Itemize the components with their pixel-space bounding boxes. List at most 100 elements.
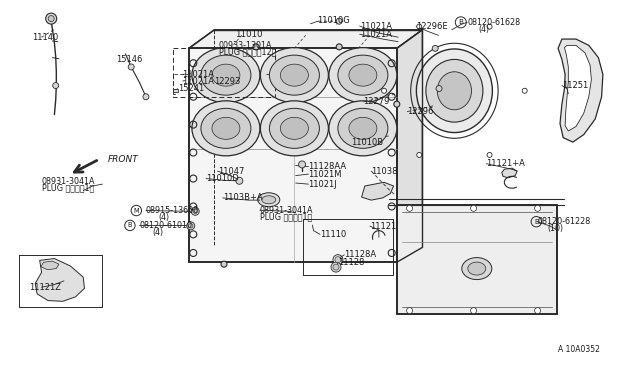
Text: 11021A: 11021A (360, 22, 392, 31)
Circle shape (236, 177, 243, 184)
Ellipse shape (260, 48, 328, 103)
Polygon shape (35, 259, 84, 301)
Polygon shape (173, 89, 178, 92)
Text: 15241: 15241 (178, 84, 204, 93)
Ellipse shape (437, 72, 472, 110)
Text: 11021A: 11021A (360, 30, 392, 39)
Circle shape (522, 88, 527, 93)
Circle shape (417, 24, 422, 29)
Circle shape (187, 222, 195, 230)
Text: 08120-61010: 08120-61010 (140, 221, 193, 230)
Circle shape (381, 88, 387, 93)
Text: PLUG プラグ（1）: PLUG プラグ（1） (260, 213, 312, 222)
Circle shape (45, 13, 57, 24)
Circle shape (191, 207, 199, 215)
Ellipse shape (201, 55, 251, 95)
Circle shape (417, 153, 422, 157)
Text: 11128: 11128 (338, 258, 364, 267)
Text: 11251: 11251 (562, 81, 588, 90)
Text: PLUG プラグ（12）: PLUG プラグ（12） (219, 48, 276, 57)
Circle shape (189, 224, 193, 228)
Ellipse shape (212, 64, 240, 86)
Text: 11021J: 11021J (308, 180, 337, 189)
Polygon shape (397, 30, 422, 262)
Polygon shape (189, 48, 397, 262)
Text: B: B (534, 219, 539, 225)
Circle shape (336, 18, 342, 24)
Text: 12296E: 12296E (416, 22, 447, 31)
Circle shape (143, 94, 149, 100)
Ellipse shape (260, 101, 328, 156)
Text: 11010B: 11010B (351, 138, 383, 147)
Circle shape (335, 257, 341, 263)
Circle shape (331, 262, 341, 272)
Ellipse shape (329, 101, 397, 156)
Text: FRONT: FRONT (108, 155, 138, 164)
Text: PLUG プラグ（1）: PLUG プラグ（1） (42, 184, 94, 193)
Text: 11038: 11038 (371, 167, 397, 176)
Circle shape (534, 205, 541, 211)
Text: 11010D: 11010D (206, 174, 239, 183)
Text: B: B (458, 19, 463, 25)
Circle shape (470, 205, 477, 211)
Text: 11140: 11140 (32, 33, 58, 42)
Text: 1103B+A: 1103B+A (223, 193, 262, 202)
Circle shape (333, 255, 343, 264)
Circle shape (406, 308, 413, 314)
Ellipse shape (280, 117, 308, 140)
Text: B: B (127, 222, 132, 228)
Text: 11021M: 11021M (308, 170, 342, 179)
Text: 08120-61228: 08120-61228 (538, 217, 591, 226)
Ellipse shape (201, 108, 251, 148)
Text: 11047: 11047 (218, 167, 244, 176)
Polygon shape (558, 39, 603, 142)
Text: 08931-3041A: 08931-3041A (260, 206, 314, 215)
Ellipse shape (338, 108, 388, 148)
Circle shape (299, 161, 305, 168)
Ellipse shape (280, 64, 308, 86)
Ellipse shape (258, 193, 280, 207)
Text: 11010: 11010 (235, 30, 262, 39)
Circle shape (52, 83, 59, 89)
Text: 11121: 11121 (370, 222, 396, 231)
Circle shape (128, 64, 134, 70)
Circle shape (48, 16, 54, 22)
Text: 11021A: 11021A (182, 70, 214, 79)
Text: 08915-13600: 08915-13600 (146, 206, 199, 215)
Ellipse shape (468, 262, 486, 275)
Polygon shape (362, 182, 394, 200)
Text: 00933-1301A: 00933-1301A (219, 41, 273, 50)
Text: 08931-3041A: 08931-3041A (42, 177, 95, 186)
Text: 15146: 15146 (116, 55, 143, 64)
Ellipse shape (329, 48, 397, 103)
Polygon shape (189, 30, 422, 48)
Text: 11121Z: 11121Z (29, 283, 61, 292)
Text: (4): (4) (159, 213, 170, 222)
Circle shape (333, 264, 339, 270)
Circle shape (253, 44, 259, 50)
Ellipse shape (417, 49, 492, 132)
Ellipse shape (426, 60, 483, 122)
Circle shape (336, 44, 342, 50)
Ellipse shape (349, 117, 377, 140)
Text: (4): (4) (152, 228, 163, 237)
Ellipse shape (269, 55, 319, 95)
Ellipse shape (192, 101, 260, 156)
Ellipse shape (349, 64, 377, 86)
Ellipse shape (269, 108, 319, 148)
Polygon shape (397, 205, 557, 314)
Ellipse shape (338, 55, 388, 95)
Text: (10): (10) (547, 224, 563, 233)
Text: 11128AA: 11128AA (308, 162, 347, 171)
Ellipse shape (212, 117, 240, 140)
Circle shape (221, 261, 227, 267)
Text: 11110: 11110 (320, 230, 346, 239)
Text: 08120-61628: 08120-61628 (467, 18, 520, 27)
Polygon shape (502, 168, 517, 178)
Circle shape (487, 153, 492, 157)
Circle shape (432, 45, 438, 51)
Text: A 10A0352: A 10A0352 (558, 345, 600, 354)
Text: 12293: 12293 (214, 77, 241, 86)
Text: 11010G: 11010G (317, 16, 349, 25)
Text: 11121+A: 11121+A (486, 159, 525, 168)
